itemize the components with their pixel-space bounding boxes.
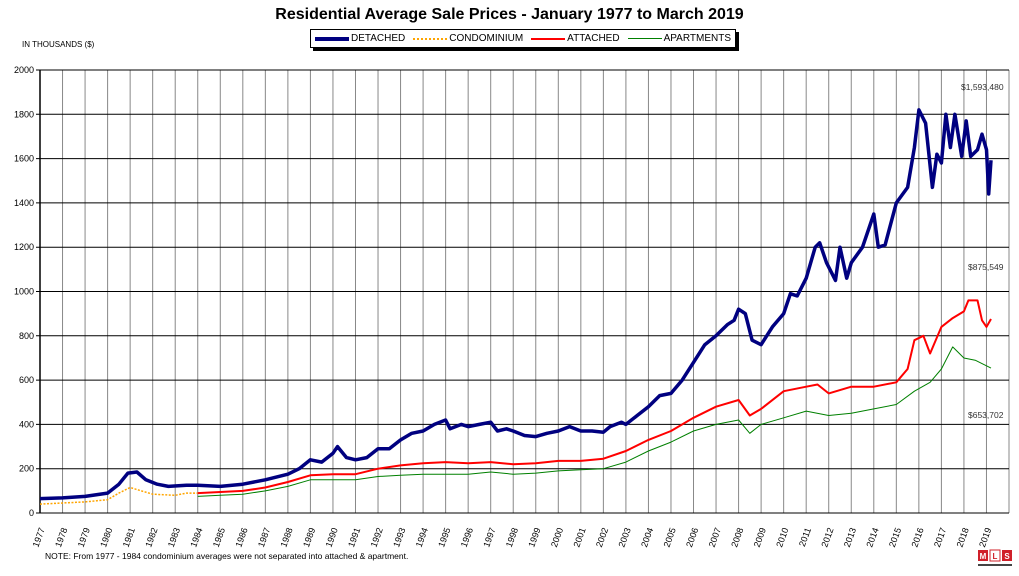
- legend: DETACHED CONDOMINIUM ATTACHED APARTMENTS: [310, 29, 736, 48]
- svg-text:S: S: [1004, 552, 1010, 561]
- x-tick-label: 2013: [842, 526, 858, 548]
- legend-label: CONDOMINIUM: [449, 33, 524, 44]
- legend-item-attached: ATTACHED: [531, 33, 620, 44]
- legend-item-condominium: CONDOMINIUM: [413, 33, 523, 44]
- svg-text:M: M: [980, 552, 987, 561]
- legend-item-detached: DETACHED: [315, 33, 405, 44]
- y-tick-label: 2000: [14, 65, 34, 75]
- x-tick-label: 1984: [188, 526, 204, 548]
- y-tick-label: 400: [19, 419, 34, 429]
- x-tick-label: 1992: [369, 526, 385, 548]
- x-tick-label: 2001: [571, 526, 587, 548]
- x-tick-label: 1998: [504, 526, 520, 548]
- y-tick-label: 800: [19, 331, 34, 341]
- chart-title: Residential Average Sale Prices - Januar…: [275, 6, 744, 23]
- x-tick-label: 2007: [707, 526, 723, 548]
- y-tick-label: 1000: [14, 287, 34, 297]
- x-tick-label: 1987: [256, 526, 272, 548]
- x-tick-label: 2005: [662, 526, 678, 548]
- x-tick-label: 2002: [594, 526, 610, 548]
- footnote: NOTE: From 1977 - 1984 condominium avera…: [45, 551, 409, 561]
- x-tick-label: 2019: [977, 526, 993, 548]
- detached-last-value: $1,593,480: [961, 82, 1004, 92]
- y-axis-label: IN THOUSANDS ($): [22, 40, 95, 49]
- x-tick-label: 1999: [526, 526, 542, 548]
- x-tick-label: 1989: [301, 526, 317, 548]
- x-tick-label: 1986: [233, 526, 249, 548]
- x-tick-label: 1990: [324, 526, 340, 548]
- series-line-detached: [39, 108, 993, 501]
- y-tick-label: 600: [19, 375, 34, 385]
- x-tick-label: 1996: [459, 526, 475, 548]
- x-tick-label: 2018: [955, 526, 971, 548]
- y-tick-label: 200: [19, 464, 34, 474]
- x-tick-label: 2016: [909, 526, 925, 548]
- x-tick-label: 1993: [391, 526, 407, 548]
- svg-text:L: L: [993, 552, 998, 561]
- x-tick-label: 2004: [639, 526, 655, 548]
- legend-label: ATTACHED: [567, 33, 620, 44]
- x-tick-label: 1981: [121, 526, 137, 548]
- x-tick-label: 1980: [98, 526, 114, 548]
- series-line-attached: [197, 299, 992, 495]
- x-tick-label: 2009: [752, 526, 768, 548]
- x-tick-label: 2010: [774, 526, 790, 548]
- legend-label: APARTMENTS: [663, 33, 731, 44]
- x-tick-label: 1985: [211, 526, 227, 548]
- x-tick-label: 2011: [797, 526, 813, 548]
- x-tick-label: 1982: [143, 526, 159, 548]
- legend-item-apartments: APARTMENTS: [627, 33, 731, 44]
- mls-logo: M L S: [977, 547, 1013, 569]
- x-tick-label: 1977: [31, 526, 47, 548]
- y-tick-label: 0: [29, 508, 34, 518]
- x-tick-label: 1997: [481, 526, 497, 548]
- x-tick-label: 2017: [932, 526, 948, 548]
- y-tick-label: 1200: [14, 242, 34, 252]
- series-line-condominium: [39, 486, 198, 505]
- x-tick-label: 2008: [729, 526, 745, 548]
- x-tick-label: 1979: [76, 526, 92, 548]
- attached-last-value: $875,549: [968, 262, 1004, 272]
- x-tick-label: 1995: [436, 526, 452, 548]
- x-tick-label: 2000: [549, 526, 565, 548]
- legend-label: DETACHED: [351, 33, 406, 44]
- x-tick-label: 2015: [887, 526, 903, 548]
- y-tick-label: 1400: [14, 198, 34, 208]
- y-tick-label: 1600: [14, 154, 34, 164]
- y-tick-label: 1800: [14, 109, 34, 119]
- x-tick-label: 1991: [346, 526, 362, 548]
- x-tick-label: 2006: [684, 526, 700, 548]
- x-tick-label: 1994: [414, 526, 430, 548]
- x-tick-label: 1978: [53, 526, 69, 548]
- series-line-apartments: [197, 346, 992, 497]
- x-tick-label: 2012: [819, 526, 835, 548]
- x-tick-label: 2003: [617, 526, 633, 548]
- x-tick-label: 1988: [279, 526, 295, 548]
- x-tick-label: 1983: [166, 526, 182, 548]
- x-tick-label: 2014: [864, 526, 880, 548]
- apartments-last-value: $653,702: [968, 410, 1004, 420]
